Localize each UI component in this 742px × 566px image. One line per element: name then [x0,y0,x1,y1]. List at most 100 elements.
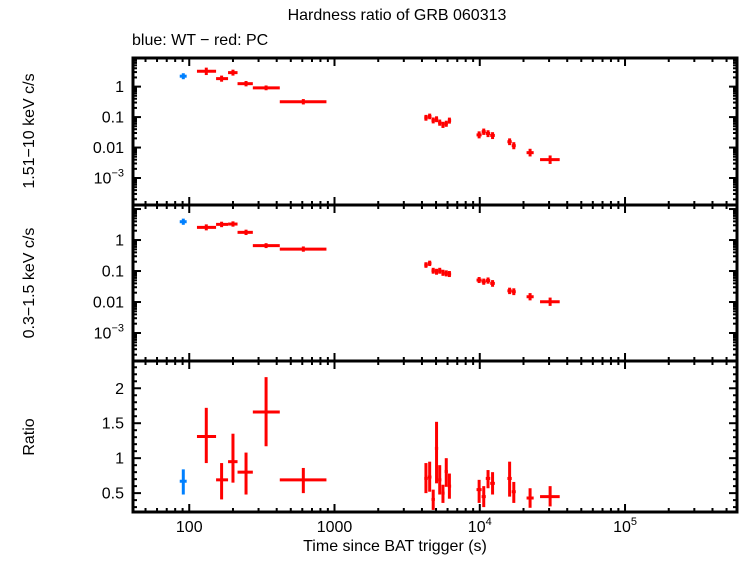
error-bar-cross [507,287,512,295]
error-bar-cross [485,470,491,489]
error-bar-cross [427,260,432,267]
y-tick-label: 10−3 [94,168,124,188]
error-bar-cross [252,85,280,91]
y-tick-label: 10−3 [94,323,124,343]
y-tick-label: 1 [115,79,124,96]
x-tick-label: 1000 [317,519,353,536]
error-bar-cross [481,128,486,135]
error-bar-cross [441,269,445,276]
error-bar-cross [526,293,534,301]
series-wt-soft [179,218,187,225]
error-bar-cross [279,246,327,252]
error-bar-cross [228,433,238,483]
error-bar-cross [481,278,486,285]
error-bar-cross [237,80,253,87]
series-pc-ratio [196,377,560,510]
error-bar-cross [447,473,452,499]
error-bar-cross [444,120,448,127]
series-wt-hard [179,73,187,80]
error-bar-cross [490,132,495,140]
y-tick-label: 2 [115,381,124,398]
error-bar-cross [438,465,442,495]
chart-subtitle: blue: WT − red: PC [132,32,269,49]
error-bar-cross [507,138,512,146]
error-bar-cross [526,488,534,508]
series-pc-soft [196,221,560,306]
error-bar-cross [196,67,217,76]
error-bar-cross [444,270,448,277]
error-bar-cross [476,479,482,503]
error-bar-cross [252,377,280,447]
error-bar-cross [434,421,439,484]
error-bar-cross [424,262,428,268]
error-bar-cross [237,452,253,495]
panel-frame-ratio [131,359,739,514]
error-bar-cross [441,121,445,128]
error-bar-cross [279,467,327,494]
y-axis-tick-labels-ratio: 2 1.5 1 0.5 [102,381,124,503]
y-tick-label: 1 [115,233,124,250]
panel-frame-soft [131,203,739,363]
y-axis-tick-labels-hard: 1 0.1 0.01 10−3 [93,79,124,187]
error-bar-cross [540,486,560,507]
error-bar-cross [481,486,486,508]
error-bar-cross [511,142,516,150]
error-bar-cross [476,277,482,284]
error-bar-cross [438,267,442,274]
y-tick-label: 0.1 [102,110,124,127]
error-bar-cross [511,288,516,296]
chart-title: Hardness ratio of GRB 060313 [287,7,507,24]
error-bar-cross [216,221,229,228]
y-tick-label: 0.5 [102,486,124,503]
error-bar-cross [431,117,435,124]
error-bar-cross [427,113,432,120]
error-bar-cross [526,148,534,157]
error-bar-cross [431,267,435,274]
error-bar-cross [434,268,439,275]
y-axis-ticks-soft [133,208,737,356]
error-bar-cross [476,131,482,139]
error-bar-cross [507,461,512,497]
x-tick-label: 104 [468,516,492,536]
error-bar-cross [485,130,491,138]
x-tick-label: 105 [613,516,637,536]
error-bar-cross [447,271,452,278]
error-bar-cross [196,224,217,231]
error-bar-cross [424,114,428,121]
x-axis-label: Time since BAT trigger (s) [303,538,487,555]
error-bar-cross [490,472,495,495]
error-bar-cross [228,69,238,76]
error-bar-cross [237,229,253,236]
error-bar-cross [228,221,238,227]
y-tick-label: 0.01 [93,295,124,312]
y-axis-ticks-hard [133,58,737,201]
error-bar-cross [490,280,495,287]
error-bar-cross [179,469,187,495]
error-bar-cross [540,155,560,164]
error-bar-cross [279,99,327,105]
error-bar-cross [179,73,187,80]
error-bar-cross [196,407,217,464]
error-bar-cross [216,463,229,500]
error-bar-cross [441,484,445,503]
error-bar-cross [438,119,442,126]
series-pc-hard [196,67,560,164]
y-tick-label: 0.1 [102,264,124,281]
error-bar-cross [424,463,428,494]
error-bar-cross [434,116,439,123]
series-wt-ratio [179,469,187,495]
error-bar-cross [179,218,187,225]
x-tick-label: 100 [176,519,203,536]
error-bar-cross [511,481,516,503]
error-bar-cross [216,75,229,82]
error-bar-cross [252,243,280,249]
y-tick-label: 0.01 [93,140,124,157]
error-bar-cross [447,117,452,124]
y-tick-label: 1 [115,451,124,468]
x-axis-tick-labels: 100 1000 104 105 [176,516,637,536]
error-bar-cross [540,297,560,306]
y-axis-ticks-ratio [133,366,737,509]
error-bar-cross [431,489,435,510]
